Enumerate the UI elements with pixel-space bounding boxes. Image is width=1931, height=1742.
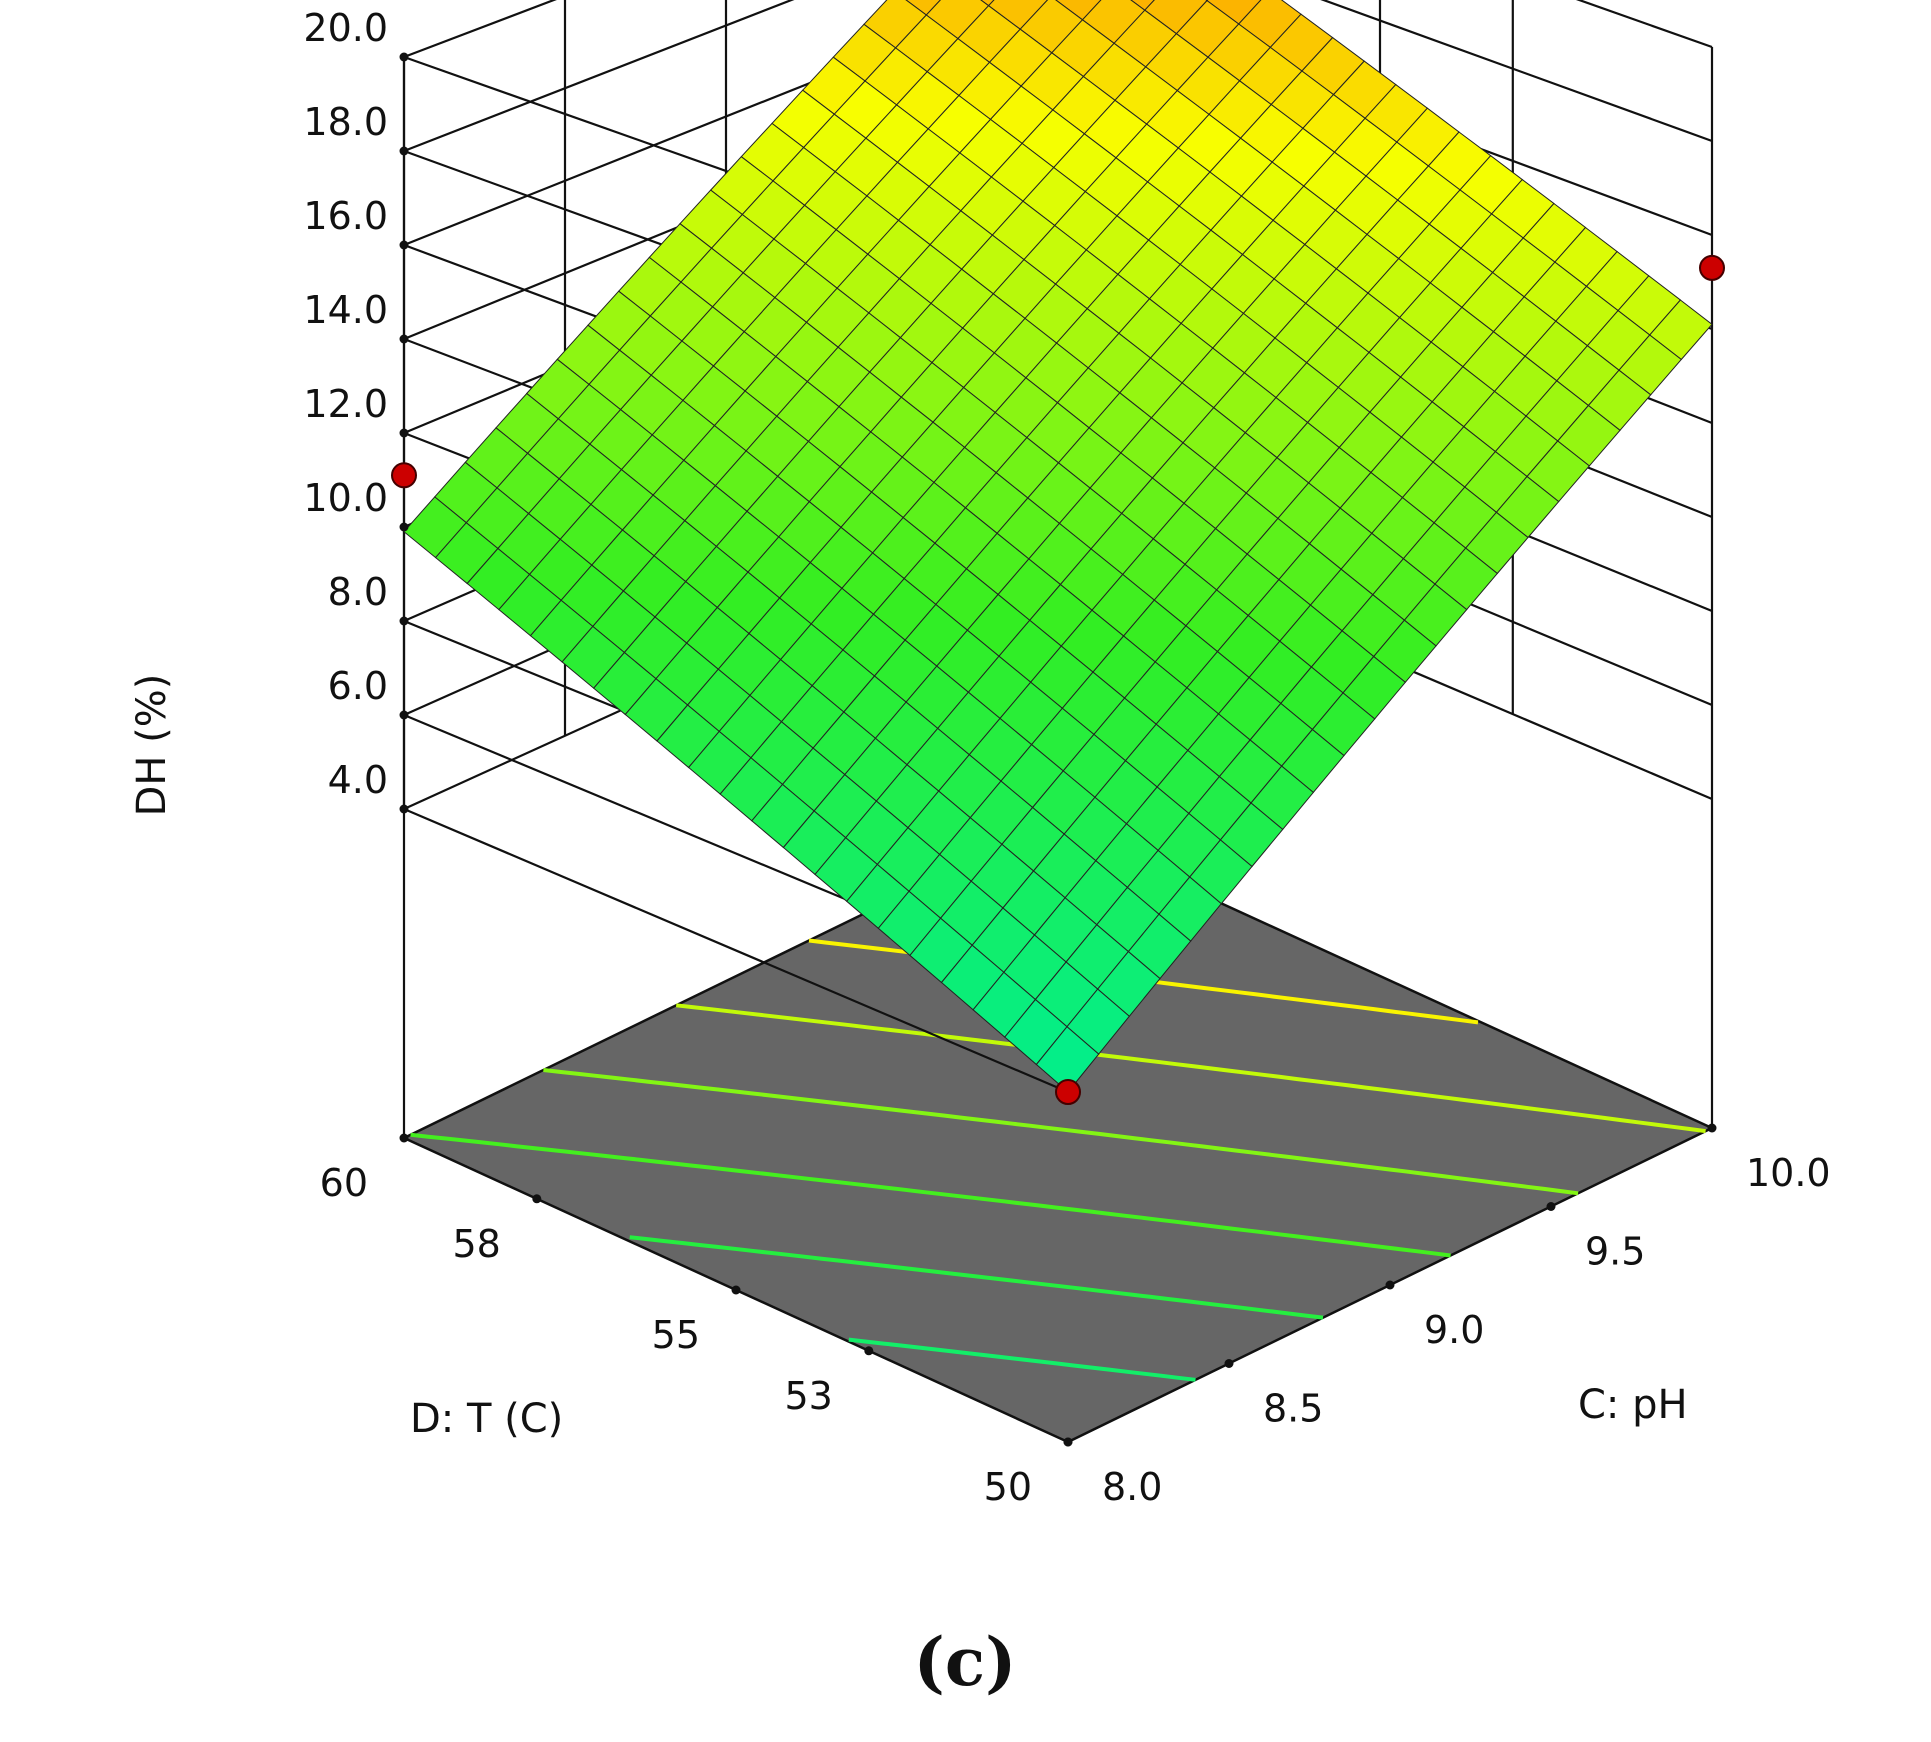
- design-point: [1699, 254, 1725, 281]
- y-tick: [399, 1133, 409, 1143]
- back-wall-gridline: [403, 0, 557, 59]
- x-axis-title: C: pH: [1578, 1382, 1688, 1428]
- surface-facet: [1035, 1025, 1100, 1093]
- x-tick-label: 8.5: [1263, 1387, 1323, 1431]
- floor-contour-line: [410, 1132, 1451, 1258]
- x-tick: [1707, 1123, 1717, 1133]
- x-tick-label: 8.0: [1102, 1465, 1162, 1509]
- y-tick-label: 60: [320, 1161, 368, 1205]
- z-tick-label: 4.0: [328, 758, 388, 802]
- z-tick-label: 14.0: [303, 288, 388, 332]
- z-tick: [399, 146, 409, 156]
- z-tick-label: 20.0: [303, 6, 388, 50]
- z-axis-title: DH (%): [129, 674, 175, 817]
- y-tick: [864, 1346, 874, 1356]
- y-tick: [1063, 1437, 1073, 1447]
- design-point: [391, 462, 417, 489]
- z-tick-label: 10.0: [303, 476, 388, 520]
- surface-facet: [905, 0, 942, 16]
- y-tick-label: 58: [452, 1222, 500, 1266]
- z-tick: [399, 804, 409, 814]
- z-tick: [399, 52, 409, 62]
- y-tick: [731, 1285, 741, 1295]
- floor-contour-line: [848, 1337, 1196, 1382]
- z-tick: [399, 710, 409, 720]
- z-tick: [399, 522, 409, 532]
- floor-contour-line: [629, 1235, 1324, 1320]
- y-tick-label: 53: [784, 1374, 832, 1418]
- x-tick: [1385, 1280, 1395, 1290]
- z-tick-label: 16.0: [303, 194, 388, 238]
- x-tick: [1224, 1359, 1234, 1368]
- y-tick-label: 50: [984, 1465, 1032, 1509]
- x-tick-label: 10.0: [1746, 1151, 1831, 1195]
- floor-contour-line: [675, 1003, 1706, 1134]
- left-edge-gridline: [403, 807, 1069, 1094]
- x-tick: [1546, 1202, 1556, 1211]
- x-tick-label: 9.0: [1424, 1308, 1484, 1352]
- surface-facet: [1130, 0, 1155, 11]
- y-tick: [532, 1194, 542, 1204]
- z-tick: [399, 240, 409, 250]
- z-tick-label: 12.0: [303, 382, 388, 426]
- z-tick-label: 18.0: [303, 100, 388, 144]
- z-tick: [399, 334, 409, 344]
- side-wall-gridline: [1575, 0, 1713, 49]
- z-tick-label: 8.0: [328, 570, 388, 614]
- z-tick: [399, 428, 409, 438]
- floor-contour-line: [543, 1068, 1579, 1196]
- design-point: [1055, 1079, 1081, 1105]
- x-tick-label: 9.5: [1585, 1230, 1645, 1274]
- surface-facet: [980, 0, 995, 7]
- panel-label: (c): [914, 1623, 1017, 1701]
- z-tick: [399, 616, 409, 626]
- y-axis-title: D: T (C): [410, 1396, 563, 1442]
- y-tick-label: 55: [652, 1313, 700, 1357]
- z-tick-label: 6.0: [328, 664, 388, 708]
